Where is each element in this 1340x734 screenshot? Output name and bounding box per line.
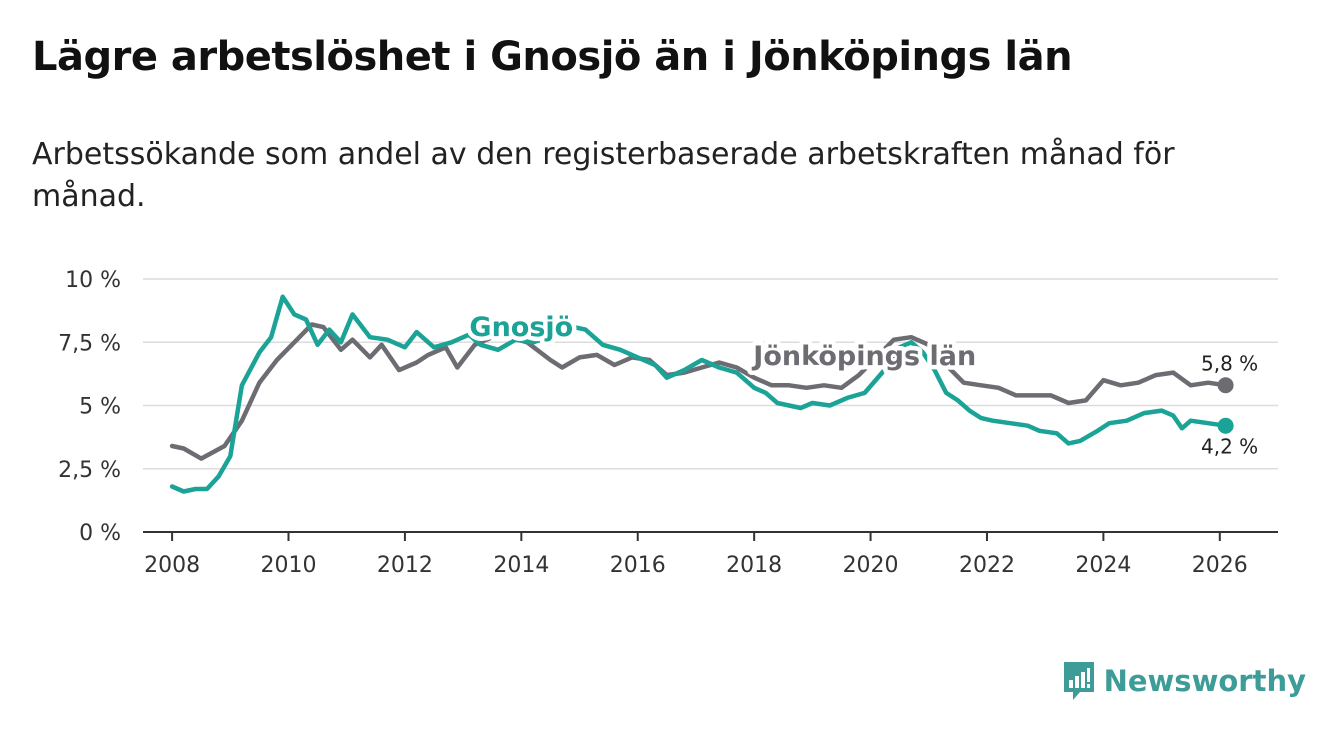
x-tick-label: 2022: [959, 553, 1015, 578]
brand[interactable]: Newsworthy: [1062, 660, 1306, 702]
newsworthy-logo-icon: [1063, 662, 1094, 700]
series-line-gnosj-: [169, 294, 1228, 494]
y-tick-label: 0 %: [79, 521, 121, 546]
y-tick-label: 7,5 %: [58, 331, 121, 356]
series-line-j-nk-pings-l-n: [169, 322, 1228, 461]
series-label-halo-gnosj-: Gnosjö: [469, 312, 573, 343]
x-tick-label: 2012: [377, 553, 433, 578]
x-tick-label: 2020: [843, 553, 899, 578]
end-marker-gnosj-: [1217, 417, 1234, 434]
brand-name: Newsworthy: [1103, 664, 1306, 698]
x-tick-label: 2026: [1192, 553, 1248, 578]
x-tick-label: 2008: [144, 553, 200, 578]
chart-title: Lägre arbetslöshet i Gnosjö än i Jönköpi…: [32, 34, 1073, 80]
x-tick-label: 2016: [610, 553, 666, 578]
x-tick-label: 2014: [493, 553, 549, 578]
series-label-j-nk-pings-l-n: Jönköpings län: [751, 341, 976, 372]
x-tick-label: 2024: [1075, 553, 1131, 578]
x-tick-label: 2018: [726, 553, 782, 578]
grid-lines: 0 % 2,5 % 5 % 7,5 % 10 %: [58, 268, 1278, 546]
series-label-halo-j-nk-pings-l-n: Jönköpings län: [751, 341, 976, 372]
y-tick-label: 2,5 %: [58, 458, 121, 483]
y-tick-label: 5 %: [79, 395, 121, 420]
y-tick-label: 10 %: [65, 268, 121, 293]
series-label-gnosj-: Gnosjö: [469, 312, 573, 343]
end-label-gnosj-: 4,2 %: [1201, 435, 1258, 459]
series-lines: [169, 294, 1234, 494]
chart-subtitle: Arbetssökande som andel av den registerb…: [32, 137, 1175, 214]
line-chart: 0 % 2,5 % 5 % 7,5 % 10 % 2008 2010 2012 2014 201…: [58, 268, 1278, 578]
x-tick-label: 2010: [261, 553, 317, 578]
end-label-j-nk-pings-l-n: 5,8 %: [1201, 351, 1258, 375]
end-marker-j-nk-pings-l-n: [1217, 377, 1234, 394]
x-axis: 2008 2010 2012 2014 2016 2018 2020 2022 2024 2026: [143, 531, 1278, 578]
